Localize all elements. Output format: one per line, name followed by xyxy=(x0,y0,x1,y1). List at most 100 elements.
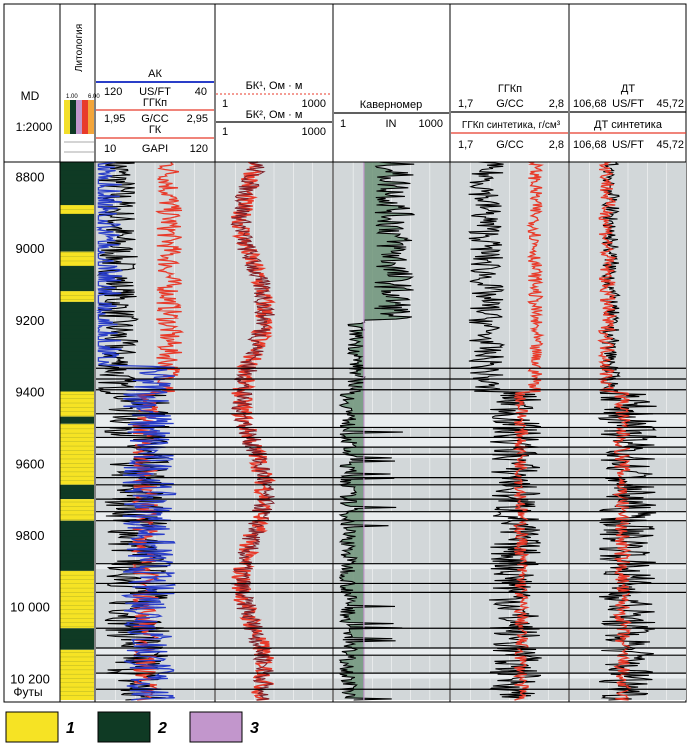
ggkp2-name: ГГКп xyxy=(498,83,522,95)
log-curves xyxy=(95,161,686,701)
depth-tick-label: 10 000 xyxy=(10,600,50,615)
track-dividers xyxy=(4,4,686,702)
depth-unit-label: Футы xyxy=(13,685,42,699)
ggkp2-unit: G/CC xyxy=(496,98,524,110)
gk-min: 10 xyxy=(104,143,116,155)
caliper-max: 1000 xyxy=(419,118,443,130)
depth-tick-label: 8800 xyxy=(16,169,45,184)
interval-band xyxy=(451,454,568,458)
lithology-legend: 1 2 3 xyxy=(5,711,259,743)
interval-band xyxy=(451,673,568,679)
lithology-interval xyxy=(60,266,94,292)
legend-swatch-1 xyxy=(5,711,59,743)
interval-band xyxy=(216,437,332,448)
dt-max: 45,72 xyxy=(656,98,684,110)
legend-label-1: 1 xyxy=(66,720,75,737)
interval-band xyxy=(451,437,568,448)
interval-band xyxy=(570,511,686,521)
lithology-interval xyxy=(60,423,94,485)
depth-tick-label: 9400 xyxy=(16,385,45,400)
bk2-curve xyxy=(230,161,276,701)
ggkp-unit: G/CC xyxy=(141,113,169,125)
lithology-interval xyxy=(60,649,94,700)
interval-band xyxy=(334,454,449,458)
depth-tick-label: 9200 xyxy=(16,313,45,328)
caliper-fill xyxy=(339,162,415,700)
ak-name: АК xyxy=(148,68,162,80)
dt-min: 106,68 xyxy=(573,98,607,110)
track3-header: Каверномер 1 IN 1000 xyxy=(334,99,449,130)
interval-band xyxy=(216,454,332,458)
legend-label-2: 2 xyxy=(157,720,167,737)
depth-tick-label: 9800 xyxy=(16,528,45,543)
dt-synth-max: 45,72 xyxy=(656,139,684,151)
bk1-name: БК¹, Ом · м xyxy=(246,80,303,92)
lithology-interval xyxy=(60,205,94,215)
track4-header: ГГКп 1,7 G/CC 2,8 ГГКп синтетика, г/см³ … xyxy=(451,83,568,151)
ggkp-synth-min: 1,7 xyxy=(458,139,473,151)
lithology-scale-right: 6.00 xyxy=(88,94,100,100)
bk2-min: 1 xyxy=(222,126,228,138)
ggkp-synth-max: 2,8 xyxy=(549,139,564,151)
ak-unit: US/FT xyxy=(139,86,171,98)
ggkp2-min: 1,7 xyxy=(458,98,473,110)
interval-band xyxy=(216,413,332,428)
track5-header: ДТ 106,68 US/FT 45,72 ДТ синтетика 106,6… xyxy=(570,83,686,151)
interval-band xyxy=(334,673,449,679)
lithology-interval xyxy=(60,251,94,267)
gk-unit: GAPI xyxy=(142,143,168,155)
interval-band xyxy=(216,563,332,570)
gk-name: ГК xyxy=(149,124,162,136)
lithology-interval xyxy=(60,391,94,417)
caliper-unit: IN xyxy=(386,118,397,130)
md-label: MD xyxy=(21,89,40,103)
caliper-name: Каверномер xyxy=(360,99,422,111)
interval-band xyxy=(451,563,568,570)
bk2-name: БК², Ом · м xyxy=(246,109,303,121)
depth-tick-label: 10 200 xyxy=(10,671,50,686)
legend-swatch-2 xyxy=(97,711,151,743)
dt-synthetic-curve xyxy=(597,161,632,701)
lithology-interval xyxy=(60,520,94,571)
legend-label-3: 3 xyxy=(250,720,259,737)
ggkp2-max: 2,8 xyxy=(549,98,564,110)
dt-synth-min: 106,68 xyxy=(573,139,607,151)
ggkp-max: 2,95 xyxy=(187,113,208,125)
dt-name: ДТ xyxy=(621,83,635,95)
lithology-interval xyxy=(60,301,94,392)
interval-band xyxy=(216,673,332,679)
interval-band xyxy=(216,647,332,656)
ggkp-log-curve xyxy=(468,161,542,701)
lithology-interval xyxy=(60,416,94,424)
lithology-interval xyxy=(60,214,94,252)
dt-synth-unit: US/FT xyxy=(612,139,644,151)
depth-tick-label: 9000 xyxy=(16,241,45,256)
interval-band xyxy=(96,413,214,428)
lithology-scale-icon xyxy=(64,100,94,153)
lithology-interval xyxy=(60,628,94,650)
ak-curve xyxy=(95,161,177,701)
dt-unit: US/FT xyxy=(612,98,644,110)
ggkp-synthetic-curve xyxy=(512,161,545,701)
legend-swatch-3 xyxy=(189,711,243,743)
interval-band xyxy=(334,437,449,448)
depth-axis: 8800 9000 9200 9400 9600 9800 10 000 10 200 xyxy=(10,169,50,686)
track1-header: АК 120 US/FT 40 ГГКп 1,95 G/CC 2,95 ГК 1… xyxy=(96,68,214,155)
lithology-interval xyxy=(60,162,94,206)
ggkp-synth-unit: G/CC xyxy=(496,139,524,151)
interval-band xyxy=(334,563,449,570)
caliper-curve xyxy=(338,161,415,701)
lithology-interval xyxy=(60,570,94,629)
ak-max: 40 xyxy=(195,86,207,98)
lithology-interval xyxy=(60,484,94,500)
lithology-interval xyxy=(60,291,94,302)
bk1-min: 1 xyxy=(222,98,228,110)
lithology-column xyxy=(60,161,94,700)
interval-band xyxy=(216,511,332,521)
lithology-title: Литология xyxy=(74,24,85,72)
gk-curve xyxy=(96,161,170,701)
interval-band xyxy=(334,647,449,656)
dt-synth-name: ДТ синтетика xyxy=(594,119,663,131)
lithology-interval xyxy=(60,499,94,521)
